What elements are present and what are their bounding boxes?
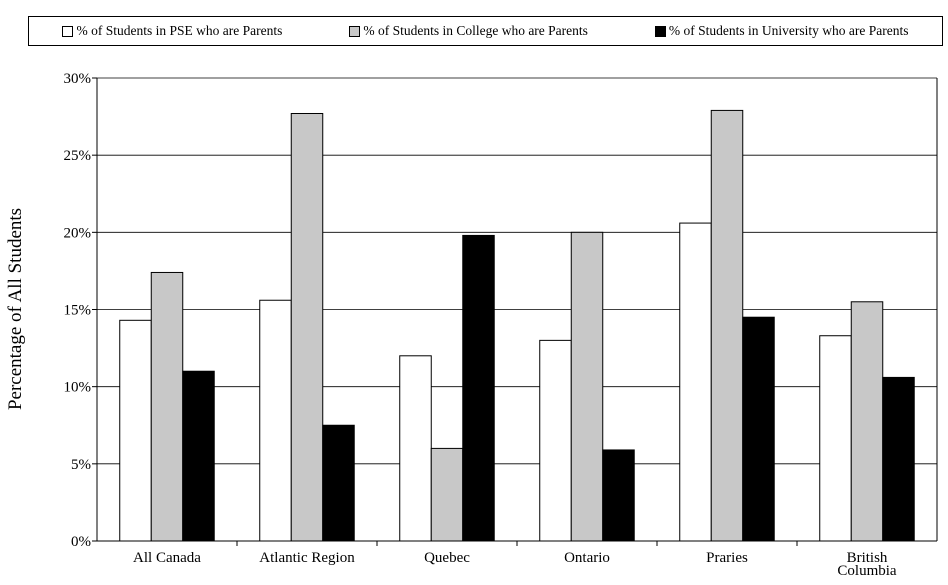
- y-tick-labels: 0% 5% 10% 15% 20% 25% 30%: [64, 71, 92, 550]
- x-category-label-line: Quebec: [424, 550, 470, 566]
- y-tick-label: 5%: [71, 457, 91, 473]
- bar-praries-pse: [679, 222, 712, 542]
- legend-label-college: % of Students in College who are Parents: [363, 23, 588, 38]
- bar-british-columbia-college: [850, 301, 884, 542]
- x-category-label: Ontario: [564, 550, 610, 566]
- legend-swatch-college: [349, 25, 361, 37]
- bar-british-columbia-university: [882, 376, 915, 542]
- grid-lines: [97, 77, 937, 465]
- x-category-label: Praries: [706, 550, 748, 566]
- bar-ontario-university: [602, 449, 635, 542]
- bar-atlantic-region-university: [322, 424, 355, 542]
- y-tick-label: 25%: [64, 148, 92, 164]
- legend-label-university: % of Students in University who are Pare…: [668, 23, 909, 38]
- category-labels: All Canada Atlantic Region Quebec Ontario Pr…: [133, 550, 897, 579]
- legend-swatch-university: [654, 25, 666, 37]
- y-tick-label: 20%: [64, 225, 92, 241]
- bar-praries-university: [742, 316, 775, 542]
- chart-legend: % of Students in PSE who are Parents % o…: [28, 16, 943, 46]
- legend-item-university: % of Students in University who are Pare…: [654, 23, 909, 39]
- x-category-label: Quebec: [424, 550, 470, 566]
- axes: [92, 77, 938, 546]
- bar-quebec-pse: [399, 355, 432, 542]
- y-tick-label: 15%: [64, 303, 92, 319]
- bar-british-columbia-pse: [819, 335, 852, 542]
- bar-quebec-university: [462, 234, 495, 542]
- bar-ontario-pse: [539, 339, 572, 542]
- y-axis-label: Percentage of All Students: [5, 208, 26, 410]
- x-category-label: British Columbia: [837, 550, 897, 579]
- x-category-label-line: Ontario: [564, 550, 610, 566]
- y-tick-label: 10%: [64, 380, 92, 396]
- bar-quebec-college: [430, 447, 464, 542]
- x-category-label-line: Praries: [706, 550, 748, 566]
- bars: [119, 109, 915, 542]
- y-tick-label: 0%: [71, 534, 91, 550]
- legend-item-pse: % of Students in PSE who are Parents: [62, 23, 282, 39]
- bar-all-canada-college: [150, 271, 184, 542]
- legend-swatch-pse: [62, 25, 74, 37]
- x-category-label: Atlantic Region: [259, 550, 355, 566]
- x-category-label: All Canada: [133, 550, 201, 566]
- y-tick-label: 30%: [64, 71, 92, 87]
- bar-all-canada-pse: [119, 319, 152, 542]
- bar-praries-college: [710, 109, 744, 542]
- bar-all-canada-university: [182, 370, 215, 542]
- bar-ontario-college: [570, 231, 604, 542]
- x-category-label-line: Atlantic Region: [259, 550, 355, 566]
- legend-item-college: % of Students in College who are Parents: [349, 23, 588, 39]
- bar-atlantic-region-pse: [259, 299, 292, 542]
- x-category-label-line: Columbia: [837, 563, 897, 579]
- x-category-label-line: All Canada: [133, 550, 201, 566]
- bar-atlantic-region-college: [290, 112, 324, 542]
- legend-label-pse: % of Students in PSE who are Parents: [76, 23, 283, 38]
- x-category-label-line: British: [847, 550, 888, 566]
